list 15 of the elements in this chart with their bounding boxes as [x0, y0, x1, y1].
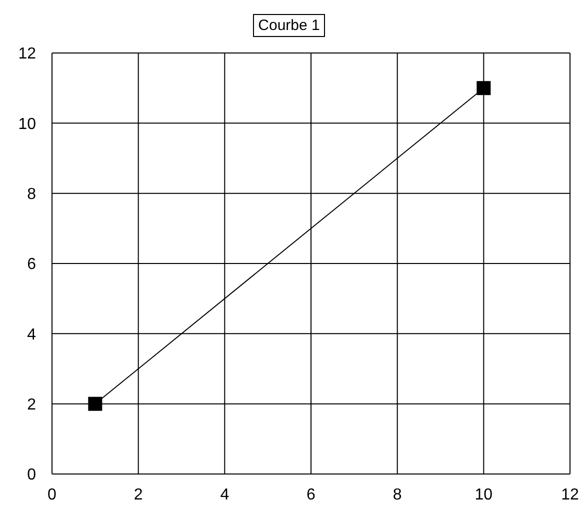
- y-tick-label: 6: [27, 256, 36, 274]
- x-tick-label: 4: [220, 486, 230, 504]
- y-tick-label: 0: [27, 466, 36, 484]
- y-tick-label: 10: [18, 116, 36, 133]
- text: Courbe 1: [258, 17, 320, 34]
- y-tick-label: 8: [27, 186, 36, 204]
- y-tick-label: 2: [27, 396, 36, 414]
- x-tick-label: 2: [134, 486, 143, 504]
- x-tick-label: 0: [48, 486, 57, 504]
- x-tick-label: 8: [392, 486, 402, 504]
- x-tick-label: 6: [306, 486, 316, 504]
- y-tick-label: 12: [18, 46, 36, 63]
- x-tick-label: 10: [474, 486, 493, 504]
- x-tick-label: 12: [561, 486, 579, 504]
- y-tick-label: 4: [27, 326, 36, 344]
